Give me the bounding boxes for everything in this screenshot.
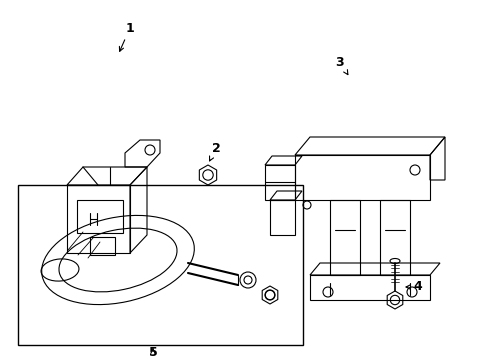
Text: 5: 5 xyxy=(148,346,157,359)
Text: 4: 4 xyxy=(405,280,422,293)
Bar xyxy=(18,185,303,345)
Text: 1: 1 xyxy=(119,22,134,51)
Text: 2: 2 xyxy=(209,141,220,161)
Text: 3: 3 xyxy=(335,55,347,75)
